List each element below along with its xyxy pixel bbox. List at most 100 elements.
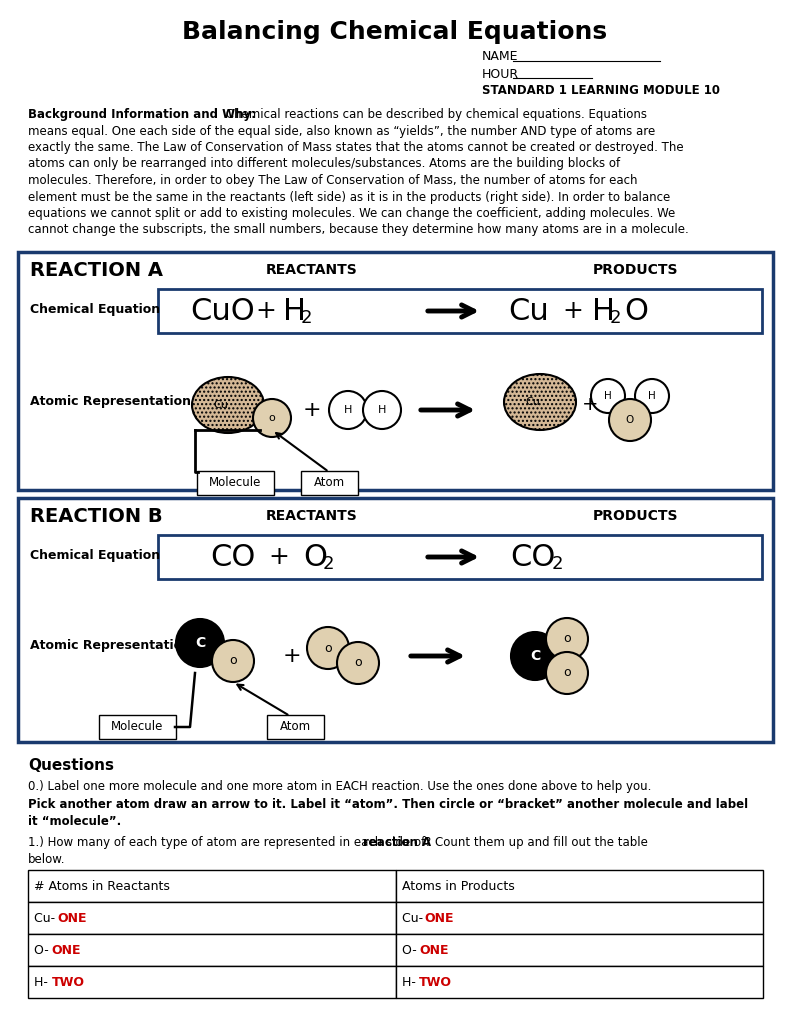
Circle shape <box>546 652 588 694</box>
Text: +: + <box>268 545 289 569</box>
Text: element must be the same in the reactants (left side) as it is in the products (: element must be the same in the reactant… <box>28 190 670 204</box>
Text: 0.) Label one more molecule and one more atom in EACH reaction. Use the ones don: 0.) Label one more molecule and one more… <box>28 780 651 793</box>
Text: below.: below. <box>28 853 66 866</box>
Bar <box>28 870 396 902</box>
Circle shape <box>329 391 367 429</box>
Text: ONE: ONE <box>51 943 81 956</box>
Text: +: + <box>303 400 321 420</box>
Text: H: H <box>648 391 656 401</box>
Circle shape <box>363 391 401 429</box>
Text: NAME: NAME <box>482 50 518 63</box>
Text: CO: CO <box>510 543 555 571</box>
Text: Atomic Representation: Atomic Representation <box>30 640 191 652</box>
Text: ONE: ONE <box>425 911 454 925</box>
Text: Chemical reactions can be described by chemical equations. Equations: Chemical reactions can be described by c… <box>222 108 647 121</box>
Text: H-: H- <box>402 976 419 988</box>
Text: Atom: Atom <box>314 476 345 489</box>
Text: Cu: Cu <box>508 297 549 326</box>
Text: Cu-: Cu- <box>402 911 426 925</box>
Circle shape <box>511 632 559 680</box>
Circle shape <box>253 399 291 437</box>
Text: TWO: TWO <box>419 976 452 988</box>
Text: cannot change the subscripts, the small numbers, because they determine how many: cannot change the subscripts, the small … <box>28 223 689 237</box>
Bar <box>28 934 396 966</box>
Text: equations we cannot split or add to existing molecules. We can change the coeffi: equations we cannot split or add to exis… <box>28 207 676 220</box>
Text: means equal. One each side of the equal side, also known as “yields”, the number: means equal. One each side of the equal … <box>28 125 655 137</box>
Bar <box>396 934 763 966</box>
Text: Pick another atom draw an arrow to it. Label it “atom”. Then circle or “bracket”: Pick another atom draw an arrow to it. L… <box>28 798 748 811</box>
Text: Atom: Atom <box>280 721 311 733</box>
Circle shape <box>635 379 669 413</box>
FancyBboxPatch shape <box>99 715 176 739</box>
Text: H: H <box>604 391 612 401</box>
Text: REACTION B: REACTION B <box>30 507 163 525</box>
Text: H: H <box>283 297 306 326</box>
Text: O: O <box>624 297 648 326</box>
Circle shape <box>176 618 224 667</box>
Text: +: + <box>282 646 301 666</box>
Text: Cu: Cu <box>214 400 229 410</box>
Circle shape <box>546 618 588 660</box>
Bar <box>396 966 763 998</box>
Text: CuO: CuO <box>190 297 255 326</box>
Bar <box>28 966 396 998</box>
Text: molecules. Therefore, in order to obey The Law of Conservation of Mass, the numb: molecules. Therefore, in order to obey T… <box>28 174 638 187</box>
Text: 1.) How many of each type of atom are represented in each side of: 1.) How many of each type of atom are re… <box>28 836 429 849</box>
Text: reaction A: reaction A <box>363 836 431 849</box>
FancyBboxPatch shape <box>197 471 274 495</box>
Text: 2: 2 <box>301 309 312 327</box>
Bar <box>18 498 773 742</box>
Text: O-: O- <box>402 943 420 956</box>
Text: o: o <box>354 656 361 670</box>
Text: Cu-: Cu- <box>34 911 59 925</box>
Text: 2: 2 <box>610 309 622 327</box>
Text: O: O <box>626 415 634 425</box>
Text: ONE: ONE <box>419 943 448 956</box>
Text: TWO: TWO <box>51 976 85 988</box>
Ellipse shape <box>504 374 576 430</box>
Text: +: + <box>255 299 276 323</box>
Text: H: H <box>592 297 615 326</box>
Text: CO: CO <box>210 543 255 571</box>
Circle shape <box>609 399 651 441</box>
FancyBboxPatch shape <box>267 715 324 739</box>
FancyBboxPatch shape <box>301 471 358 495</box>
Text: H-: H- <box>34 976 52 988</box>
Bar <box>396 870 763 902</box>
Text: PRODUCTS: PRODUCTS <box>592 509 678 523</box>
Text: o: o <box>324 641 331 654</box>
Text: o: o <box>229 654 237 668</box>
Text: # Atoms in Reactants: # Atoms in Reactants <box>34 880 170 893</box>
Text: 2: 2 <box>323 555 335 573</box>
Text: ONE: ONE <box>57 911 87 925</box>
Text: Atomic Representation: Atomic Representation <box>30 395 191 409</box>
Bar <box>396 902 763 934</box>
Text: PRODUCTS: PRODUCTS <box>592 263 678 278</box>
Text: Cu: Cu <box>525 397 540 407</box>
Text: Molecule: Molecule <box>210 476 262 489</box>
Circle shape <box>591 379 625 413</box>
Text: O-: O- <box>34 943 53 956</box>
Text: o: o <box>563 667 571 680</box>
Ellipse shape <box>192 377 264 433</box>
Text: +: + <box>581 394 598 414</box>
Bar <box>158 289 762 333</box>
Text: Balancing Chemical Equations: Balancing Chemical Equations <box>183 20 607 44</box>
Text: HOUR: HOUR <box>482 68 519 81</box>
Circle shape <box>307 627 349 669</box>
Circle shape <box>212 640 254 682</box>
Bar <box>18 252 773 490</box>
Text: O: O <box>303 543 327 571</box>
Text: Questions: Questions <box>28 758 114 773</box>
Text: exactly the same. The Law of Conservation of Mass states that the atoms cannot b: exactly the same. The Law of Conservatio… <box>28 141 683 154</box>
Circle shape <box>337 642 379 684</box>
Text: H: H <box>344 406 352 415</box>
Bar <box>158 535 762 579</box>
Text: atoms can only be rearranged into different molecules/substances. Atoms are the : atoms can only be rearranged into differ… <box>28 158 620 171</box>
Text: Atoms in Products: Atoms in Products <box>402 880 514 893</box>
Text: STANDARD 1 LEARNING MODULE 10: STANDARD 1 LEARNING MODULE 10 <box>482 85 720 97</box>
Text: REACTANTS: REACTANTS <box>266 509 358 523</box>
Text: H: H <box>378 406 386 415</box>
Text: o: o <box>563 633 571 645</box>
Text: Molecule: Molecule <box>112 721 164 733</box>
